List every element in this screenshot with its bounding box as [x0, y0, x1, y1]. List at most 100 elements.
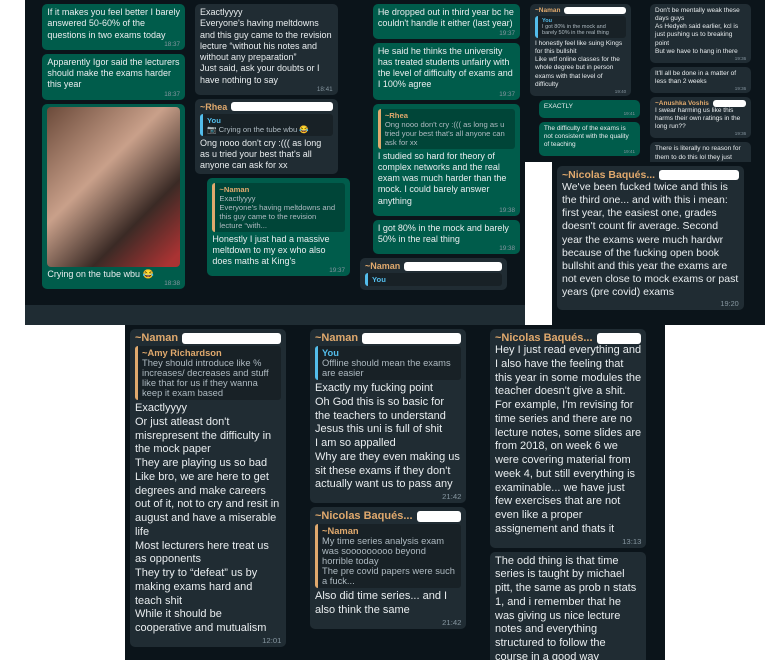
redaction — [182, 332, 282, 344]
message-bubble: He dropped out in third year bc he could… — [372, 4, 520, 39]
message-text: He dropped out in third year bc he could… — [377, 7, 514, 29]
chat-panel: If it makes you feel better I barely ans… — [25, 0, 190, 325]
sender-name: ~Naman — [365, 261, 503, 272]
message-bubble: Don't be mentally weak these days guys A… — [650, 4, 752, 63]
chat-panel: He dropped out in third year bc he could… — [355, 0, 525, 325]
timestamp: 19:38 — [499, 206, 515, 214]
timestamp: 18:37 — [164, 90, 180, 98]
redaction — [659, 169, 739, 181]
quote-text: Ong nooo don't cry :((( as long as u tri… — [384, 119, 505, 147]
message-bubble: ~Rhea You 📷 Crying on the tube wbu 😂 Ong no… — [195, 98, 338, 174]
quoted-message: ~Rhea Ong nooo don't cry :((( as long as … — [377, 108, 515, 149]
photo — [47, 106, 180, 267]
redaction — [362, 332, 462, 344]
message-bubble: ~Nicolas Baqués... Hey I just read everyt… — [490, 329, 647, 548]
redaction — [231, 102, 333, 112]
quoted-message: You — [365, 273, 503, 287]
input-bar — [190, 305, 355, 325]
chat-panel: ~Nicolas Baqués... Hey I just read everyt… — [485, 325, 665, 660]
sender-text: ~Naman — [135, 332, 179, 344]
quote-author: You — [207, 115, 221, 125]
redaction — [596, 332, 642, 344]
timestamp: 19:41 — [623, 110, 635, 116]
message-text: We've been fucked twice and this is the … — [562, 181, 739, 298]
sender-name: ~Anushka Voshis — [655, 100, 747, 107]
quote-author: ~Amy Richardson — [142, 348, 222, 358]
chat-panel: Don't be mentally weak these days guys A… — [645, 0, 765, 162]
message-bubble: ~Nicolas Baqués... We've been fucked twic… — [557, 166, 744, 311]
chat-panel: ~Nicolas Baqués... We've been fucked twic… — [552, 162, 765, 325]
chat-panel: ~Naman You I got 80% in the mock and barel… — [525, 0, 645, 162]
redaction — [564, 7, 627, 14]
quote-text: I got 80% in the mock and barely 50% in … — [542, 24, 609, 36]
quote-author: ~Rhea — [384, 110, 408, 120]
message-text: Don't be mentally weak these days guys A… — [655, 7, 740, 55]
timestamp: 18:38 — [164, 279, 180, 287]
timestamp: 19:20 — [720, 299, 739, 309]
sender-name: ~Nicolas Baqués... — [495, 332, 642, 344]
quote-author: ~Naman — [322, 526, 359, 536]
sender-name: ~Naman — [535, 7, 627, 14]
message-bubble: ~Naman ~Amy Richardson They should introdu… — [130, 329, 287, 647]
message-bubble: Apparently Igor said the lecturers shoul… — [42, 53, 185, 100]
message-text: I studied so hard for theory of complex … — [377, 150, 507, 206]
message-bubble: It'll all be done in a matter of less th… — [650, 66, 752, 93]
message-text: There is literally no reason for them to… — [655, 145, 741, 162]
message-text: The odd thing is that time series is tau… — [495, 554, 637, 661]
photo-caption: Crying on the tube wbu 😂 — [47, 268, 154, 279]
message-bubble: He said he thinks the university has tre… — [372, 42, 520, 100]
quote-text: 📷 Crying on the tube wbu 😂 — [207, 124, 309, 134]
message-text: Hey I just read everything and I also ha… — [495, 344, 642, 535]
quote-author: You — [372, 275, 386, 285]
sender-name: ~Rhea — [200, 102, 333, 112]
quoted-message: ~Amy Richardson They should introduce lik… — [135, 346, 282, 400]
sender-name: ~Naman — [315, 332, 462, 344]
quote-text: Exactlyyyy Everyone's having meltdowns a… — [219, 193, 336, 230]
sender-name: ~Naman — [135, 332, 282, 344]
timestamp: 21:42 — [442, 492, 462, 501]
timestamp: 19:36 — [734, 86, 747, 91]
sender-text: ~Nicolas Baqués... — [495, 332, 593, 344]
message-bubble: If it makes you feel better I barely ans… — [42, 4, 185, 50]
chat-panel: Exactlyyyy Everyone's having meltdowns a… — [190, 0, 355, 325]
message-text: Exactlyyyy Or just atleast don't misrepr… — [135, 402, 280, 634]
message-text: Also did time series... and I also think… — [315, 590, 448, 616]
quoted-message: You Offline should mean the exams are eas… — [315, 346, 462, 380]
message-bubble: ~Naman You I got 80% in the mock and barel… — [530, 4, 632, 96]
message-bubble: ~Naman Exactlyyyy Everyone's having meltd… — [207, 177, 350, 277]
sender-text: ~Naman — [315, 332, 359, 344]
timestamp: 21:42 — [442, 617, 462, 627]
quote-text: They should introduce like % increases/ … — [142, 358, 269, 398]
input-bar — [355, 305, 525, 325]
message-text: Apparently Igor said the lecturers shoul… — [47, 56, 180, 90]
timestamp: 19:37 — [499, 90, 515, 98]
sender-text: ~Nicolas Baqués... — [315, 510, 413, 522]
quote-author: You — [542, 18, 553, 24]
sender-text: ~Naman — [535, 7, 561, 14]
message-bubble: The difficulty of the exams is not consi… — [538, 121, 640, 157]
message-bubble: There is literally no reason for them to… — [650, 142, 752, 162]
message-text: Exactly my fucking point Oh God this is … — [315, 382, 460, 491]
quote-author: You — [322, 348, 339, 358]
message-text: Exactlyyyy Everyone's having meltdowns a… — [200, 7, 332, 85]
quote-text: My time series analysis exam was soooooo… — [322, 536, 455, 586]
sender-name: ~Nicolas Baqués... — [562, 169, 739, 181]
redaction — [416, 510, 462, 522]
timestamp: 19:36 — [734, 55, 747, 61]
quoted-message: ~Naman My time series analysis exam was s… — [315, 524, 462, 588]
sender-text: ~Naman — [365, 261, 401, 272]
timestamp: 19:41 — [623, 149, 635, 155]
timestamp: 18:37 — [164, 40, 180, 48]
redaction — [712, 100, 747, 107]
message-bubble: ~Nicolas Baqués... ~Naman My time series a… — [310, 507, 467, 629]
chat-panel: ~Naman ~Amy Richardson They should introdu… — [125, 325, 305, 660]
message-text: Honestly I just had a massive meltdown t… — [212, 233, 330, 267]
sender-text: ~Anushka Voshis — [655, 100, 709, 107]
quoted-message: You I got 80% in the mock and barely 50% … — [535, 16, 627, 38]
message-text: EXACTLY — [543, 102, 573, 110]
message-bubble: I got 80% in the mock and barely 50% in … — [372, 219, 520, 255]
timestamp: 19:38 — [499, 245, 515, 253]
timestamp: 12:01 — [262, 635, 282, 645]
message-text: I swear harming us like this harms their… — [655, 107, 741, 131]
